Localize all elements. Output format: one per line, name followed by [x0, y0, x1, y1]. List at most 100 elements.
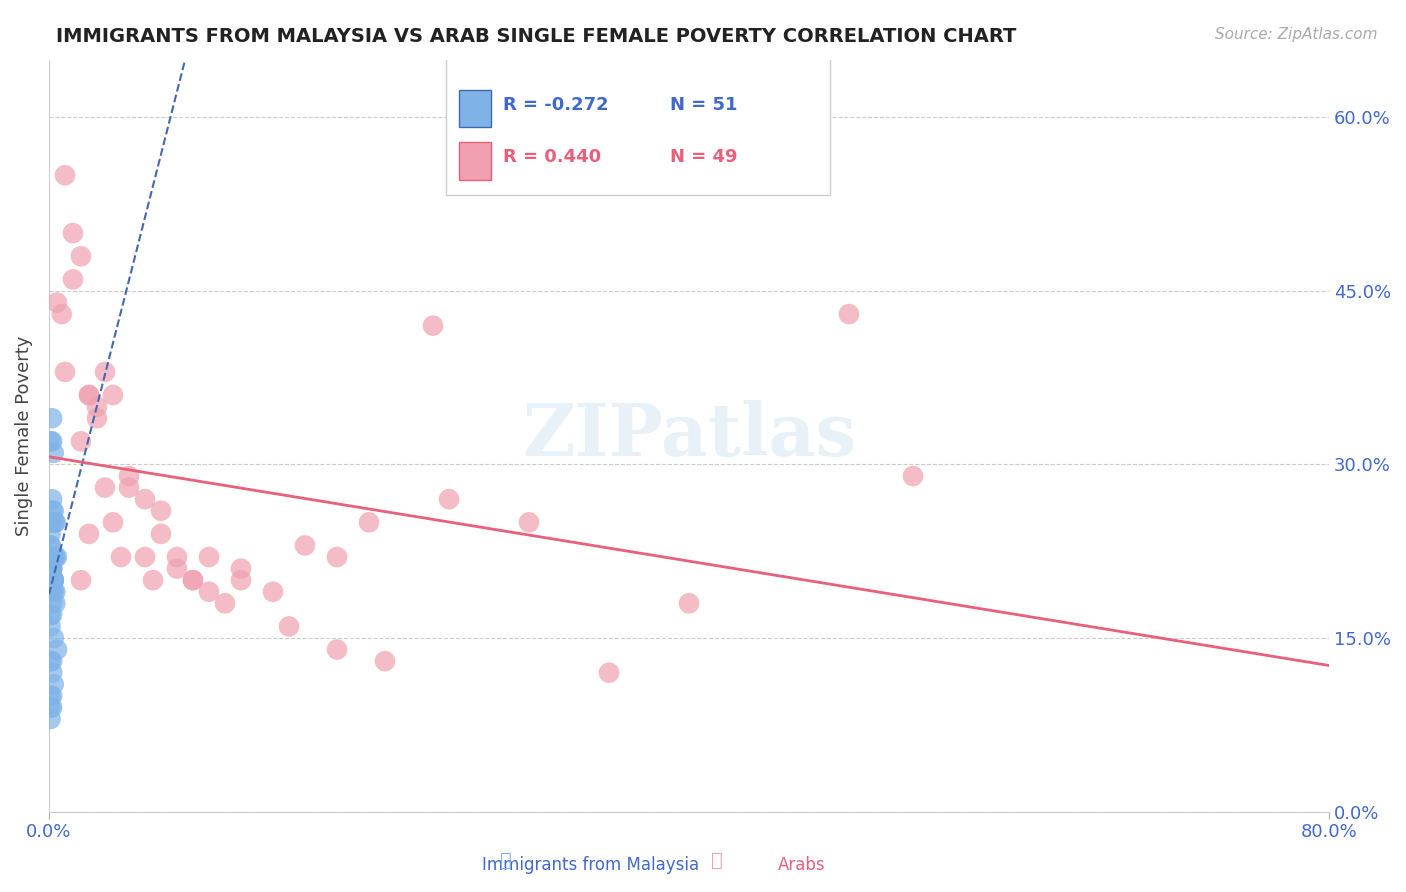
- Arabs: [357, 516, 380, 530]
- Arabs: [229, 561, 252, 575]
- Immigrants from Malaysia: [39, 538, 62, 552]
- Arabs: [326, 549, 349, 564]
- Arabs: [134, 492, 156, 507]
- Arabs: [86, 400, 108, 414]
- Immigrants from Malaysia: [39, 607, 62, 622]
- Arabs: [53, 169, 76, 183]
- Immigrants from Malaysia: [39, 561, 62, 575]
- Immigrants from Malaysia: [41, 584, 63, 599]
- Arabs: [262, 584, 284, 599]
- Arabs: [598, 665, 620, 680]
- Arabs: [94, 365, 117, 379]
- Arabs: [517, 516, 540, 530]
- Arabs: [110, 549, 132, 564]
- Immigrants from Malaysia: [41, 434, 63, 449]
- Arabs: [70, 249, 93, 263]
- Arabs: [198, 549, 221, 564]
- Immigrants from Malaysia: [39, 700, 62, 714]
- Immigrants from Malaysia: [39, 619, 62, 633]
- Immigrants from Malaysia: [39, 689, 62, 703]
- Immigrants from Malaysia: [46, 642, 69, 657]
- Arabs: [422, 318, 444, 333]
- Arabs: [229, 573, 252, 587]
- Arabs: [77, 388, 100, 402]
- Immigrants from Malaysia: [42, 631, 65, 645]
- Text: N = 51: N = 51: [669, 95, 737, 113]
- Immigrants from Malaysia: [41, 607, 63, 622]
- Immigrants from Malaysia: [41, 573, 63, 587]
- Arabs: [70, 573, 93, 587]
- Arabs: [118, 469, 141, 483]
- FancyBboxPatch shape: [446, 45, 830, 195]
- Immigrants from Malaysia: [41, 516, 63, 530]
- Arabs: [70, 434, 93, 449]
- Arabs: [437, 492, 460, 507]
- Text: IMMIGRANTS FROM MALAYSIA VS ARAB SINGLE FEMALE POVERTY CORRELATION CHART: IMMIGRANTS FROM MALAYSIA VS ARAB SINGLE …: [56, 27, 1017, 45]
- Arabs: [149, 527, 172, 541]
- Immigrants from Malaysia: [41, 561, 63, 575]
- Immigrants from Malaysia: [39, 584, 62, 599]
- Immigrants from Malaysia: [42, 446, 65, 460]
- Arabs: [326, 642, 349, 657]
- Immigrants from Malaysia: [41, 549, 63, 564]
- Arabs: [77, 527, 100, 541]
- Immigrants from Malaysia: [39, 573, 62, 587]
- Immigrants from Malaysia: [42, 504, 65, 518]
- Y-axis label: Single Female Poverty: Single Female Poverty: [15, 335, 32, 536]
- Immigrants from Malaysia: [44, 596, 66, 610]
- Immigrants from Malaysia: [44, 516, 66, 530]
- Immigrants from Malaysia: [41, 504, 63, 518]
- Immigrants from Malaysia: [41, 700, 63, 714]
- Arabs: [166, 561, 188, 575]
- Arabs: [134, 549, 156, 564]
- Arabs: [166, 549, 188, 564]
- Arabs: [77, 388, 100, 402]
- Immigrants from Malaysia: [39, 654, 62, 668]
- Immigrants from Malaysia: [44, 549, 66, 564]
- Text: Arabs: Arabs: [778, 856, 825, 874]
- Immigrants from Malaysia: [42, 573, 65, 587]
- Arabs: [901, 469, 924, 483]
- Text: ⬜: ⬜: [501, 851, 512, 870]
- Arabs: [101, 516, 124, 530]
- Arabs: [278, 619, 301, 633]
- Arabs: [181, 573, 204, 587]
- Immigrants from Malaysia: [39, 434, 62, 449]
- Immigrants from Malaysia: [39, 538, 62, 552]
- Arabs: [51, 307, 73, 321]
- Arabs: [46, 295, 69, 310]
- FancyBboxPatch shape: [458, 90, 491, 128]
- Arabs: [838, 307, 860, 321]
- Arabs: [294, 538, 316, 552]
- Immigrants from Malaysia: [42, 573, 65, 587]
- Arabs: [149, 504, 172, 518]
- Immigrants from Malaysia: [39, 516, 62, 530]
- FancyBboxPatch shape: [458, 143, 491, 180]
- Text: R = 0.440: R = 0.440: [503, 148, 602, 166]
- Immigrants from Malaysia: [41, 549, 63, 564]
- Immigrants from Malaysia: [39, 527, 62, 541]
- Arabs: [678, 596, 700, 610]
- Text: N = 49: N = 49: [669, 148, 737, 166]
- Immigrants from Malaysia: [42, 549, 65, 564]
- Immigrants from Malaysia: [41, 492, 63, 507]
- Arabs: [198, 584, 221, 599]
- Text: ZIPatlas: ZIPatlas: [522, 400, 856, 471]
- Immigrants from Malaysia: [44, 516, 66, 530]
- Arabs: [374, 654, 396, 668]
- Text: Source: ZipAtlas.com: Source: ZipAtlas.com: [1215, 27, 1378, 42]
- Arabs: [118, 481, 141, 495]
- Immigrants from Malaysia: [42, 549, 65, 564]
- Text: R = -0.272: R = -0.272: [503, 95, 609, 113]
- Immigrants from Malaysia: [41, 689, 63, 703]
- Arabs: [181, 573, 204, 587]
- Immigrants from Malaysia: [41, 561, 63, 575]
- Immigrants from Malaysia: [44, 584, 66, 599]
- Immigrants from Malaysia: [39, 712, 62, 726]
- Immigrants from Malaysia: [42, 677, 65, 691]
- Arabs: [86, 411, 108, 425]
- Arabs: [214, 596, 236, 610]
- Arabs: [101, 388, 124, 402]
- Text: Immigrants from Malaysia: Immigrants from Malaysia: [482, 856, 699, 874]
- Immigrants from Malaysia: [39, 584, 62, 599]
